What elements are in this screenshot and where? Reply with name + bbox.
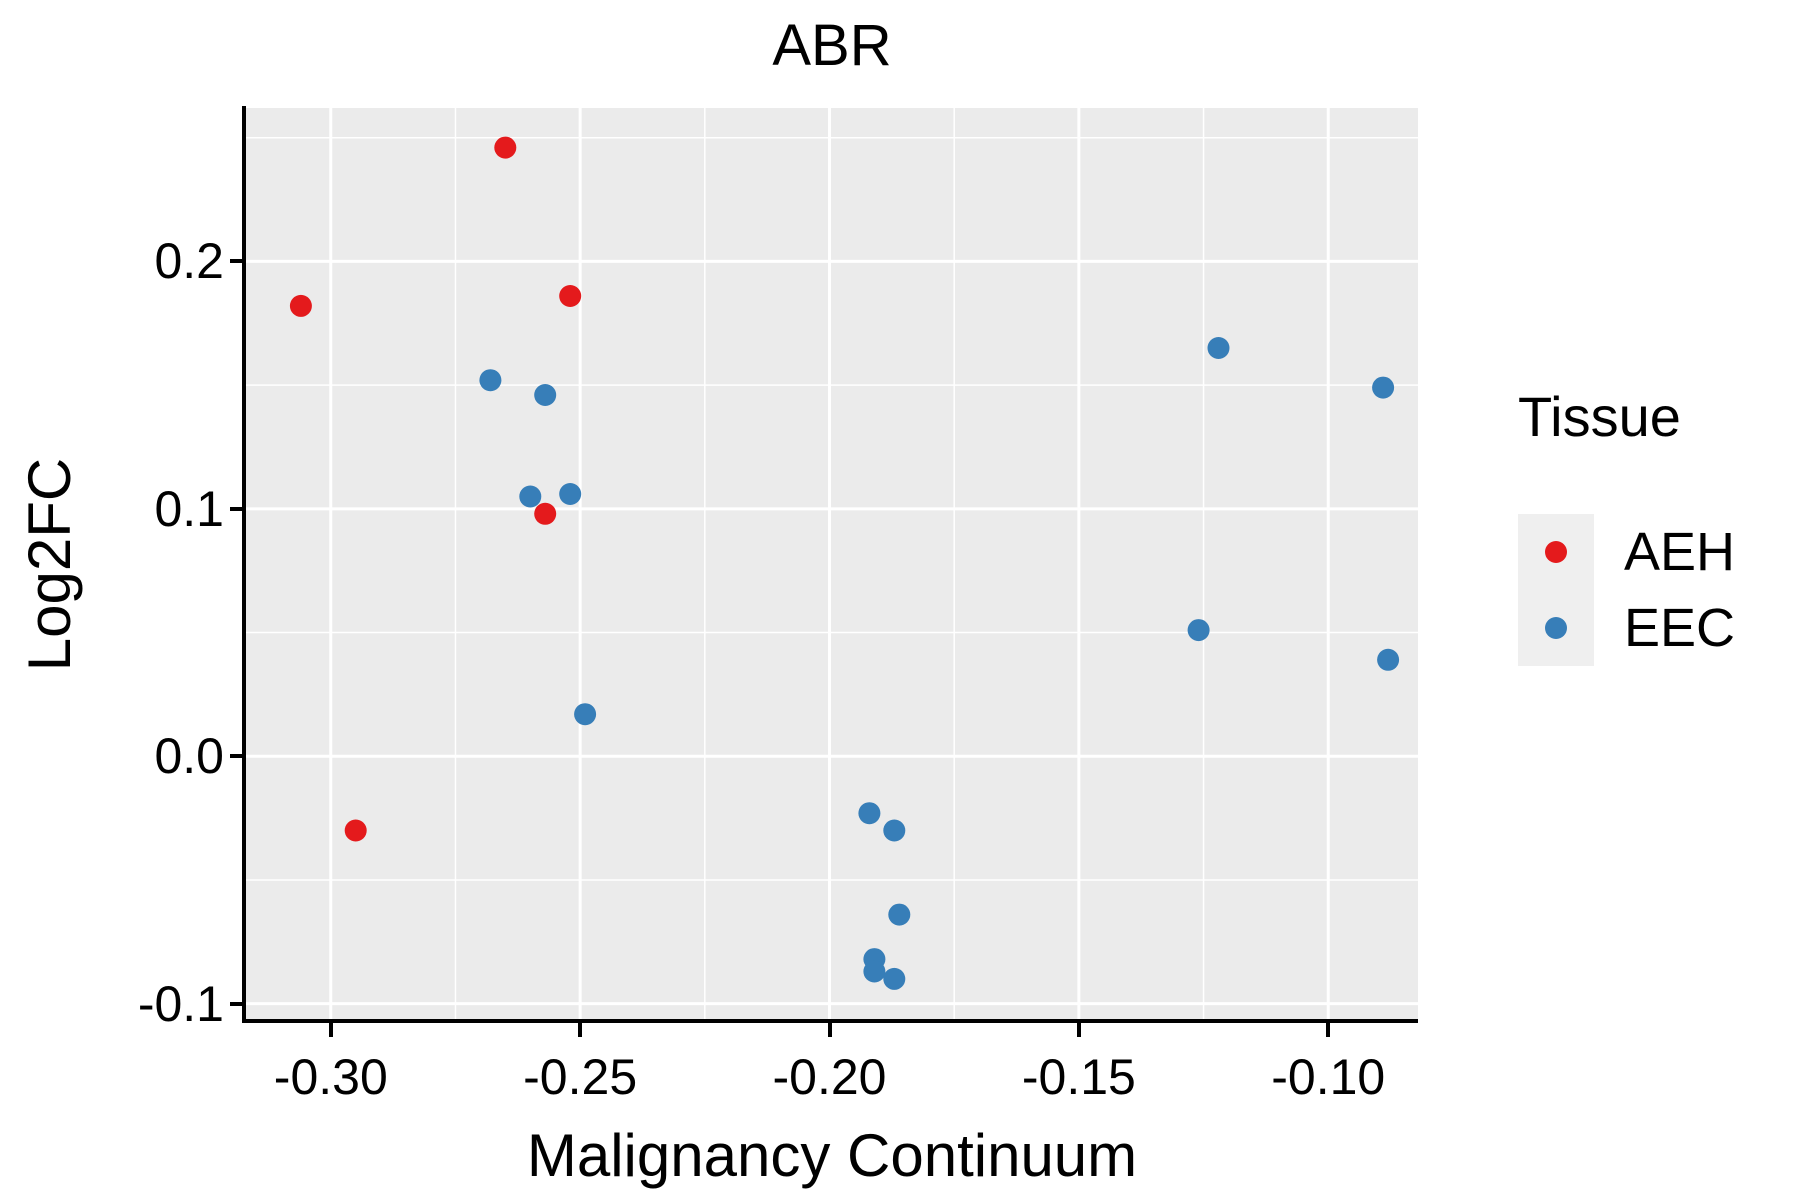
x-tick-label: -0.20 (772, 1049, 887, 1105)
data-point-aeh (559, 285, 582, 307)
data-point-eec (1377, 648, 1400, 671)
legend-entry-aeh: AEH (1518, 514, 1735, 590)
eec-dot-icon (1545, 617, 1567, 639)
legend-key-eec (1518, 590, 1594, 666)
x-tick-label: -0.30 (273, 1049, 388, 1105)
x-axis-title: Malignancy Continuum (526, 1122, 1138, 1189)
data-point-eec (1187, 619, 1210, 642)
scatter-canvas (246, 108, 1418, 1021)
x-tick-label: -0.25 (523, 1049, 638, 1105)
data-point-aeh (344, 819, 367, 842)
data-point-eec (534, 384, 557, 406)
data-point-eec (863, 960, 886, 983)
data-point-eec (883, 819, 906, 842)
y-axis-tick (230, 506, 244, 511)
aeh-dot-icon (1545, 541, 1567, 563)
data-point-aeh (289, 294, 312, 317)
data-point-eec (479, 369, 502, 392)
legend-key-aeh (1518, 514, 1594, 590)
y-axis-tick (230, 259, 244, 264)
y-tick-label: 0.2 (154, 233, 224, 290)
data-point-aeh (494, 136, 517, 159)
y-tick-label: -0.1 (137, 975, 224, 1032)
data-point-eec (519, 485, 542, 508)
x-tick-label: -0.10 (1271, 1049, 1386, 1105)
data-point-eec (888, 903, 911, 926)
data-point-eec (574, 703, 597, 726)
data-point-eec (883, 967, 906, 990)
legend: Tissue AEH EEC (1518, 386, 1735, 666)
x-axis-tick (578, 1023, 583, 1037)
legend-title: Tissue (1518, 385, 1681, 448)
x-axis-tick (827, 1023, 832, 1037)
plot-title: ABR (772, 13, 892, 78)
data-point-aeh (534, 502, 557, 525)
x-axis-spine (242, 1019, 1418, 1023)
plot-panel (246, 108, 1418, 1021)
data-point-eec (858, 802, 881, 825)
x-axis-tick (1076, 1023, 1081, 1037)
legend-label-eec: EEC (1624, 598, 1736, 658)
legend-entry-eec: EEC (1518, 590, 1735, 666)
y-axis-spine (242, 106, 246, 1023)
data-point-eec (1207, 337, 1230, 359)
data-point-eec (559, 483, 582, 505)
y-axis-tick (230, 1001, 244, 1006)
y-axis-tick (230, 754, 244, 759)
x-axis-tick (1326, 1023, 1331, 1037)
x-axis-tick (328, 1023, 333, 1037)
y-tick-label: 0.0 (154, 728, 224, 785)
x-tick-label: -0.15 (1021, 1049, 1136, 1105)
data-point-eec (1372, 376, 1395, 399)
legend-label-aeh: AEH (1624, 522, 1736, 582)
y-tick-label: 0.1 (154, 480, 224, 537)
